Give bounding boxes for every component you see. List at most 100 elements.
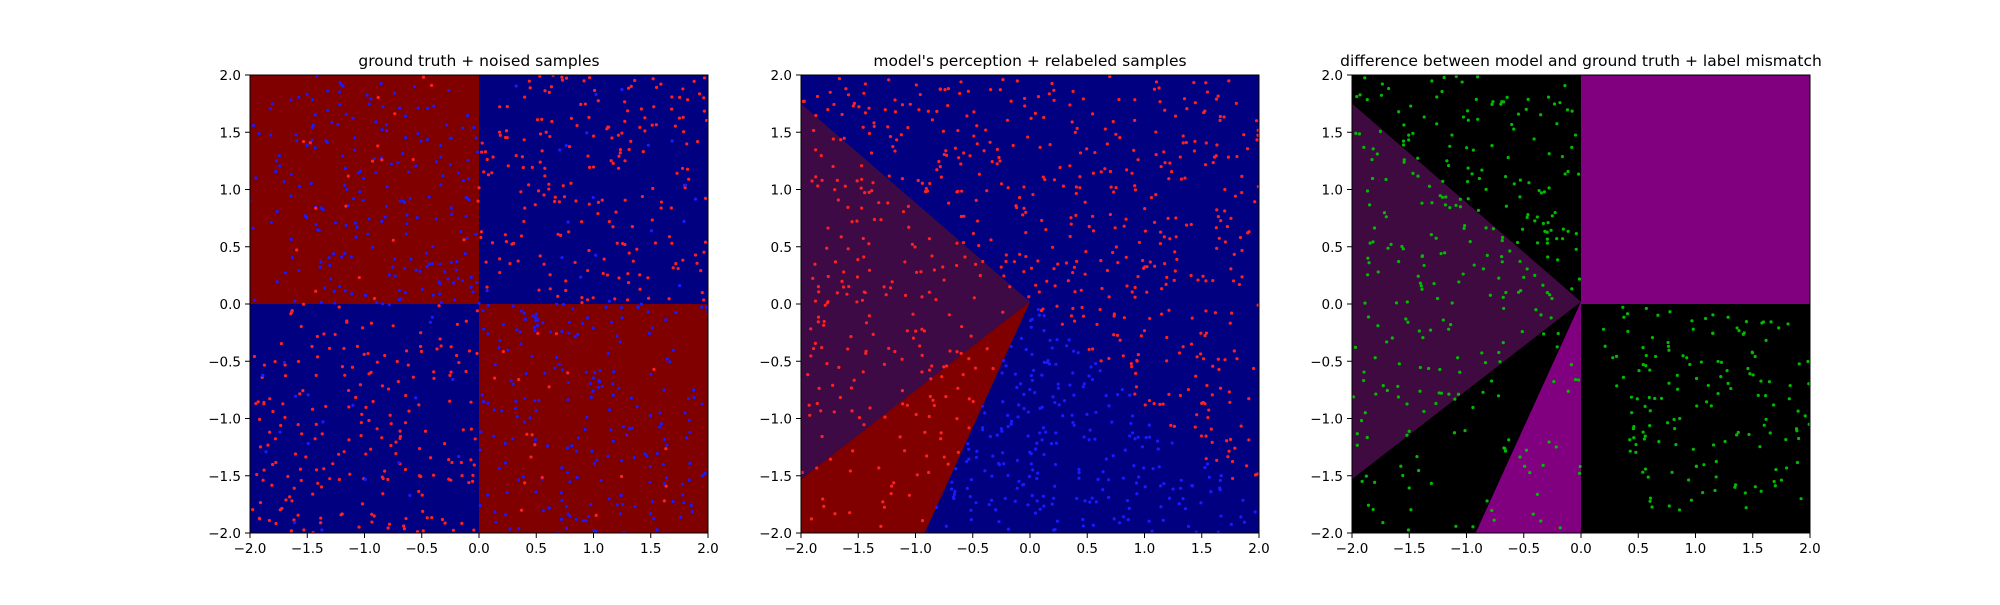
sample-point <box>469 275 473 279</box>
sample-point <box>1037 313 1041 317</box>
sample-point <box>1560 154 1565 159</box>
sample-point <box>343 289 347 293</box>
sample-point <box>376 95 380 100</box>
sample-point <box>1806 359 1810 364</box>
sample-point <box>1518 455 1522 459</box>
sample-point <box>859 164 864 168</box>
sample-point <box>1054 431 1058 435</box>
sample-point <box>1256 184 1259 189</box>
sample-point <box>391 265 395 269</box>
sample-point <box>989 87 993 92</box>
x-tick-label: 0.5 <box>1628 541 1649 557</box>
sample-point <box>1420 254 1425 258</box>
sample-point <box>1570 287 1574 291</box>
sample-point <box>315 334 319 339</box>
sample-point <box>504 239 509 244</box>
sample-point <box>883 108 887 112</box>
sample-point <box>319 485 324 489</box>
sample-point <box>1142 329 1147 333</box>
sample-point <box>632 455 636 460</box>
sample-point <box>1489 379 1494 383</box>
sample-point <box>397 106 402 110</box>
sample-point <box>1526 213 1530 217</box>
sample-point <box>1614 354 1619 358</box>
sample-point <box>338 90 342 94</box>
sample-point <box>1556 258 1560 262</box>
sample-point <box>1061 414 1065 418</box>
sample-point <box>1122 224 1126 228</box>
sample-point <box>1030 378 1034 382</box>
sample-point <box>530 165 534 169</box>
sample-point <box>553 366 557 370</box>
sample-point <box>463 252 467 256</box>
sample-point <box>881 500 885 504</box>
sample-point <box>1480 351 1484 355</box>
sample-point <box>674 261 678 266</box>
sample-point <box>296 359 301 364</box>
sample-point <box>506 348 510 352</box>
sample-point <box>380 219 384 224</box>
sample-point <box>519 508 524 512</box>
sample-point <box>927 290 931 294</box>
sample-point <box>498 338 502 343</box>
sample-point <box>927 470 931 475</box>
sample-point <box>1667 348 1671 352</box>
sample-point <box>289 172 293 177</box>
sample-point <box>1184 140 1188 145</box>
sample-point <box>1154 130 1158 134</box>
sample-point <box>982 149 986 153</box>
sample-point <box>580 296 584 300</box>
sample-point <box>579 102 583 106</box>
sample-point <box>322 332 326 336</box>
x-tick-label: 1.5 <box>1191 541 1212 557</box>
sample-point <box>418 269 422 273</box>
sample-point <box>623 198 627 202</box>
sample-point <box>1003 496 1007 501</box>
sample-point <box>1155 439 1160 443</box>
sample-point <box>673 124 677 128</box>
sample-point <box>363 477 367 481</box>
sample-point <box>1363 76 1367 80</box>
sample-point <box>1254 473 1258 477</box>
sample-point <box>1254 119 1259 123</box>
sample-point <box>521 475 526 479</box>
sample-point <box>581 519 585 523</box>
sample-point <box>1183 176 1187 180</box>
x-tick-label: 2.0 <box>1248 541 1269 557</box>
sample-point <box>1532 137 1536 141</box>
sample-point <box>671 499 675 504</box>
x-tick-label: 0.0 <box>1019 541 1040 557</box>
sample-point <box>574 199 578 203</box>
sample-point <box>523 396 527 401</box>
sample-point <box>527 183 531 187</box>
sample-point <box>310 344 314 349</box>
sample-point <box>848 469 852 473</box>
sample-point <box>1462 226 1466 231</box>
sample-point <box>569 181 573 185</box>
sample-point <box>346 388 351 393</box>
sample-point <box>277 153 281 158</box>
sample-point <box>1773 484 1777 488</box>
sample-point <box>905 403 910 407</box>
sample-point <box>314 422 318 426</box>
sample-point <box>455 260 459 264</box>
sample-point <box>1142 466 1146 470</box>
sample-point <box>475 280 479 285</box>
sample-point <box>359 421 363 425</box>
sample-point <box>515 328 519 332</box>
sample-point <box>544 130 548 134</box>
sample-point <box>847 284 851 289</box>
sample-point <box>380 158 384 162</box>
y-tick-label: 1.0 <box>1322 183 1343 199</box>
sample-point <box>658 425 662 429</box>
sample-point <box>355 225 359 229</box>
sample-point <box>597 378 601 382</box>
sample-point <box>313 113 317 117</box>
sample-point <box>855 179 859 183</box>
sample-point <box>529 455 533 459</box>
sample-point <box>274 159 279 163</box>
sample-point <box>607 125 611 129</box>
sample-point <box>428 320 432 324</box>
sample-point <box>338 103 342 107</box>
sample-point <box>1135 492 1139 496</box>
